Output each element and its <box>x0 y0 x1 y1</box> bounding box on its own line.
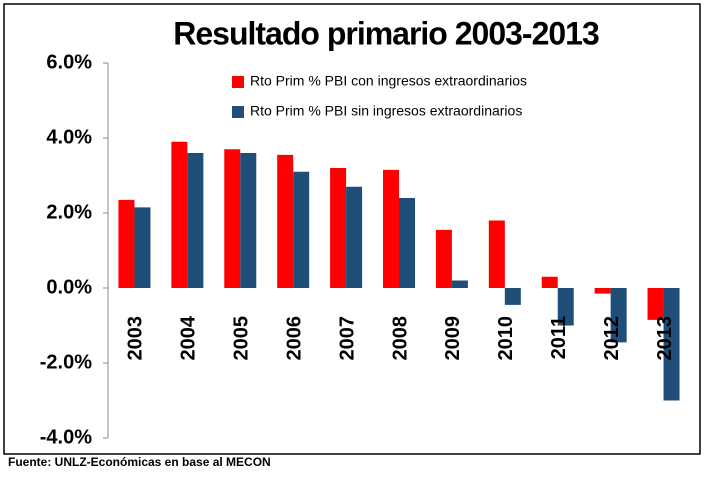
x-tick-label: 2013 <box>654 316 676 361</box>
y-tick-label: 6.0% <box>46 51 92 73</box>
y-tick-label: -4.0% <box>40 426 92 448</box>
bar <box>240 153 257 288</box>
bar <box>293 171 310 288</box>
x-tick-label: 2011 <box>548 316 570 359</box>
source-note: Fuente: UNLZ-Económicas en base al MECON <box>8 455 271 469</box>
bar <box>330 168 347 288</box>
x-tick-label: 2005 <box>231 316 253 361</box>
x-tick-label: 2007 <box>336 316 358 361</box>
legend-swatch <box>232 76 244 88</box>
x-tick-label: 2008 <box>389 316 411 361</box>
x-tick-label: 2012 <box>601 316 623 361</box>
bar <box>383 169 399 288</box>
bar <box>610 288 627 343</box>
bar <box>488 220 505 288</box>
x-tick-label: 2003 <box>125 316 147 361</box>
bar <box>663 288 680 401</box>
legend-swatch <box>232 106 244 118</box>
y-tick-label: 2.0% <box>46 201 92 223</box>
bar <box>435 229 452 288</box>
bar <box>346 186 363 288</box>
bar <box>594 288 611 294</box>
bar <box>451 280 468 288</box>
y-tick-label: 0.0% <box>46 276 92 298</box>
bar <box>647 288 664 320</box>
legend-label: Rto Prim % PBI con ingresos extraordinar… <box>250 73 527 89</box>
legend-label: Rto Prim % PBI sin ingresos extraordinar… <box>250 103 522 119</box>
bar <box>187 153 204 288</box>
chart-title: Resultado primario 2003-2013 <box>173 15 599 51</box>
x-tick-label: 2004 <box>178 315 200 360</box>
bar <box>277 154 294 288</box>
bar <box>541 276 558 288</box>
bar <box>134 207 151 288</box>
bar <box>224 149 241 288</box>
bar <box>399 198 415 288</box>
bar <box>171 141 188 288</box>
y-tick-label: 4.0% <box>46 126 92 148</box>
bar <box>557 288 574 326</box>
bar <box>504 288 521 305</box>
bar <box>118 199 135 288</box>
x-tick-label: 2006 <box>283 316 305 361</box>
y-tick-label: -2.0% <box>40 351 92 373</box>
x-tick-label: 2009 <box>442 316 464 361</box>
x-tick-label: 2010 <box>495 316 517 361</box>
